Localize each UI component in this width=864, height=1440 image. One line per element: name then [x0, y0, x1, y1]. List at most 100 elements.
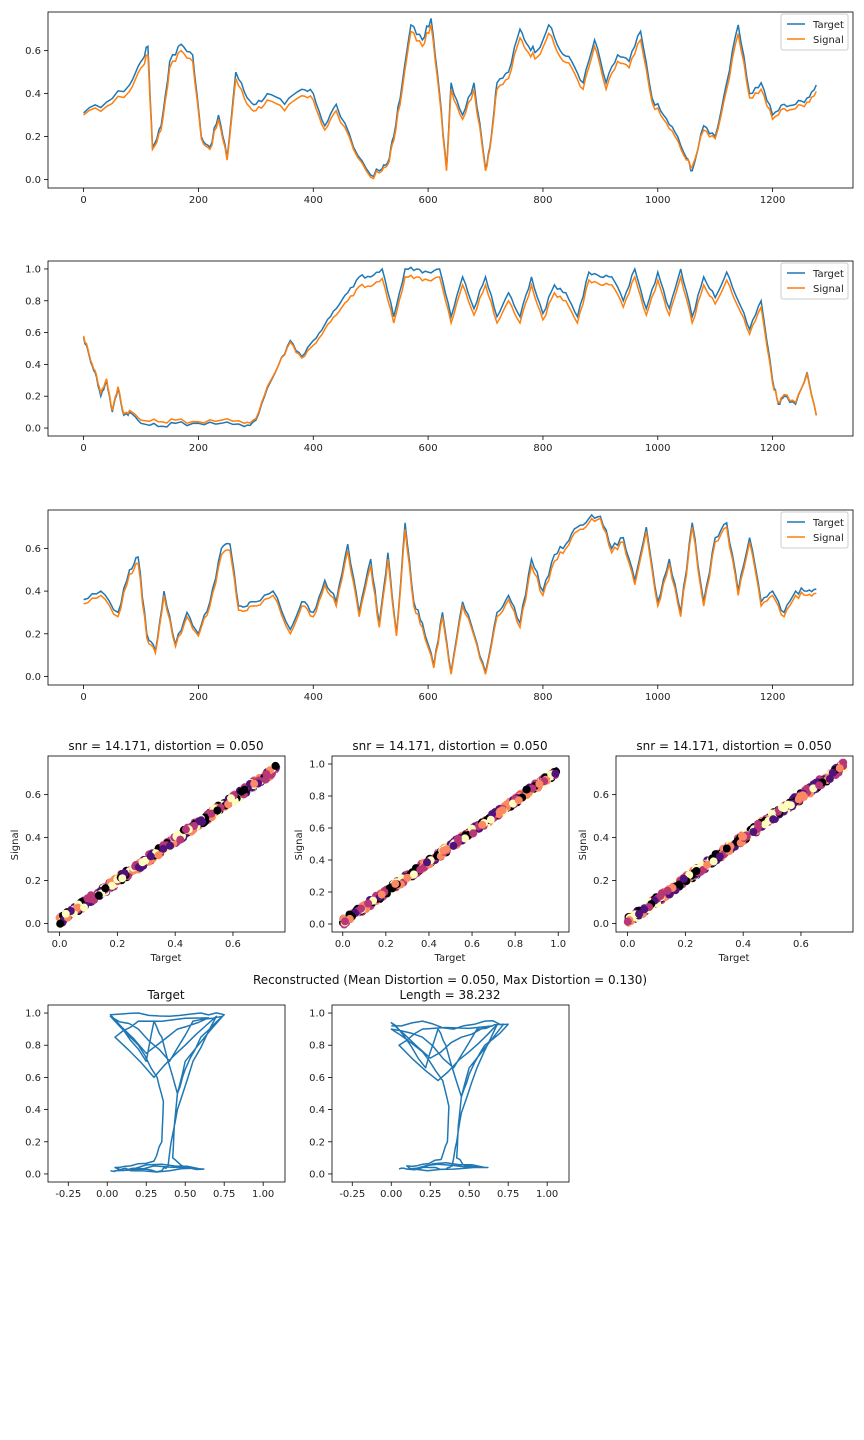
scatter-point [703, 860, 712, 869]
axes-frame [47, 260, 854, 437]
y-tick-label: 1.0 [309, 760, 325, 771]
x-tick-label: 1.00 [252, 1189, 274, 1200]
scatter-point [780, 804, 789, 813]
scatter-point [159, 844, 168, 853]
x-tick-label: -0.25 [55, 1189, 81, 1200]
x-tick-label: 0.25 [419, 1189, 441, 1200]
x-tick-label: 600 [419, 692, 438, 703]
scatter-point [825, 774, 834, 783]
y-axis-label: Signal [578, 830, 589, 861]
y-tick-label: 0.0 [25, 1169, 41, 1180]
scatter-point [749, 828, 758, 836]
x-tick-label: 0 [80, 443, 86, 454]
scatter-point [176, 835, 185, 844]
y-tick-label: 0.6 [309, 824, 325, 835]
x-tick-label: 400 [304, 443, 323, 454]
x-tick-label: 0 [80, 692, 86, 703]
y-tick-label: 0.0 [25, 424, 41, 435]
x-tick-label: 0.75 [213, 1189, 235, 1200]
x-tick-label: 0 [80, 195, 86, 206]
y-tick-label: 0.6 [25, 46, 41, 57]
y-tick-label: 0.4 [25, 587, 41, 598]
x-tick-label: 1000 [645, 195, 670, 206]
x-tick-label: 0.6 [464, 939, 480, 950]
scatter-panel-2: snr = 14.171, distortion = 0.050 Target … [294, 739, 570, 964]
scatter-point [623, 917, 632, 926]
x-tick-label: 0.4 [735, 939, 751, 950]
x-tick-label: 0.4 [167, 939, 183, 950]
scatter-point [101, 884, 110, 893]
scatter-point [453, 834, 462, 843]
scatter-point [522, 785, 531, 794]
x-tick-label: 200 [189, 195, 208, 206]
y-tick-label: 0.6 [25, 328, 41, 339]
scatter-point [61, 909, 70, 918]
scatter-point [94, 891, 103, 900]
x-tick-label: 0.25 [135, 1189, 157, 1200]
series-line-target [83, 513, 817, 673]
scatter-point [423, 858, 431, 867]
scatter-point [56, 919, 65, 928]
scatter-point [551, 769, 560, 778]
scatter-point [449, 841, 458, 850]
x-axis-label: Target [434, 953, 466, 964]
x-tick-label: 0.4 [421, 939, 437, 950]
scatter-point [692, 867, 701, 875]
scatter-point [786, 801, 795, 810]
y-tick-label: 0.0 [25, 175, 41, 186]
y-tick-label: 0.2 [25, 876, 41, 887]
scatter-point [679, 874, 688, 883]
x-tick-label: 0.75 [497, 1189, 519, 1200]
legend-signal-label: Signal [813, 533, 844, 544]
scatter-point [761, 820, 769, 829]
scatter-point [722, 844, 731, 853]
x-tick-label: 0.2 [677, 939, 693, 950]
scatter-panel-3: snr = 14.171, distortion = 0.050 Target … [578, 739, 854, 964]
scatter-point [181, 825, 190, 834]
scatter-point [391, 879, 400, 888]
scatter-title: snr = 14.171, distortion = 0.050 [68, 739, 263, 753]
scatter-point [224, 800, 233, 809]
scatter-point [486, 815, 495, 824]
y-tick-label: 0.2 [25, 132, 41, 143]
shape-trace-line [109, 1012, 225, 1173]
target-shape-title: Target [146, 988, 184, 1002]
x-tick-label: 800 [533, 195, 552, 206]
axes-frame [47, 11, 854, 189]
scatter-point [377, 890, 386, 899]
scatter-title: snr = 14.171, distortion = 0.050 [352, 739, 547, 753]
scatter-point [271, 761, 280, 770]
scatter-point [154, 851, 163, 860]
y-tick-label: 0.6 [593, 790, 609, 801]
x-tick-label: -0.25 [339, 1189, 365, 1200]
scatter-panel-1: snr = 14.171, distortion = 0.050 Target … [10, 739, 286, 964]
scatter-point [250, 779, 259, 788]
y-axis-label: Signal [294, 830, 305, 861]
legend: Target Signal [780, 511, 849, 549]
scatter-point [108, 881, 116, 890]
scatter-point [709, 857, 718, 866]
y-axis-label: Signal [10, 830, 21, 861]
y-tick-label: 0.2 [309, 1137, 325, 1148]
scatter-point [478, 820, 487, 829]
legend: Target Signal [780, 262, 849, 300]
y-tick-label: 0.2 [309, 888, 325, 899]
scatter-point [416, 865, 425, 874]
x-tick-label: 0.00 [96, 1189, 118, 1200]
scatter-point [753, 820, 762, 828]
scatter-point [535, 780, 544, 788]
scatter-title: snr = 14.171, distortion = 0.050 [636, 739, 831, 753]
legend: Target Signal [780, 13, 849, 51]
scatter-point [439, 846, 448, 855]
target-shape-panel: Target -0.25 0.00 0.25 0.50 0.75 1.00 0.0 0.2 0.… [25, 988, 286, 1200]
x-tick-label: 0.0 [335, 939, 351, 950]
legend-signal-label: Signal [813, 284, 844, 295]
x-tick-label: 400 [304, 692, 323, 703]
scatter-point [656, 892, 665, 900]
y-tick-label: 0.4 [309, 1105, 325, 1116]
scatter-point [118, 874, 127, 883]
legend-signal-label: Signal [813, 35, 844, 46]
scatter-point [494, 810, 503, 819]
